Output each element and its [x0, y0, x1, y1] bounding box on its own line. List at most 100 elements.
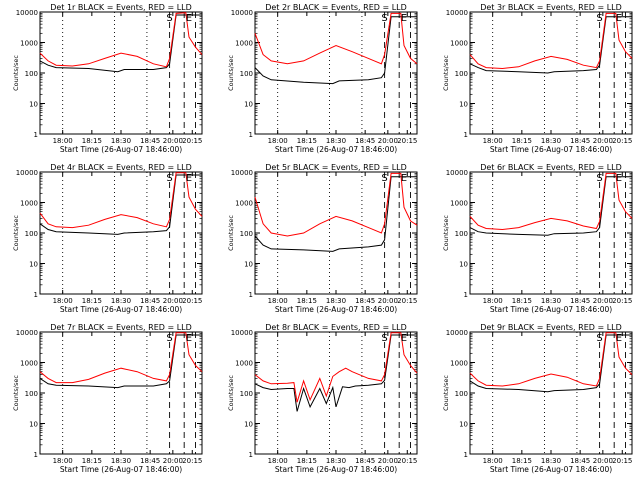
- y-tick-label: 1000: [235, 360, 253, 368]
- marker-label: S: [596, 13, 602, 24]
- marker-label: E: [616, 173, 622, 184]
- x-tick-label: 18:00: [53, 297, 73, 305]
- x-tick-label: 18:00: [483, 297, 503, 305]
- y-tick-label: 10: [459, 101, 468, 109]
- marker-label: S: [166, 173, 172, 184]
- x-tick-label: 18:00: [268, 137, 288, 145]
- y-tick-label: 10: [29, 261, 38, 269]
- y-axis-label: Counts/sec: [227, 215, 235, 251]
- y-axis-label: Counts/sec: [227, 375, 235, 411]
- y-tick-label: 10000: [16, 329, 38, 337]
- y-tick-label: 100: [25, 230, 38, 238]
- y-tick-label: 100: [240, 390, 253, 398]
- series-lld-line: [254, 12, 418, 65]
- y-tick-label: 10000: [446, 329, 468, 337]
- x-tick-label: 18:30: [111, 137, 131, 145]
- y-tick-label: 1: [464, 451, 468, 459]
- series-events-line: [469, 16, 632, 74]
- y-tick-label: 1000: [235, 200, 253, 208]
- panel-det-9: Det 9r BLACK = Events, RED = LLD 1 10 100 10…: [442, 323, 633, 474]
- y-tick-label: 1: [34, 451, 38, 459]
- y-axis-label: Counts/sec: [227, 55, 235, 91]
- y-tick-label: 100: [455, 70, 468, 78]
- x-tick-label: 20:00: [378, 137, 398, 145]
- panel-title: Det 4r BLACK = Events, RED = LLD: [50, 163, 192, 172]
- x-tick-label: 20:00: [378, 457, 398, 465]
- panel-det-1: Det 1r BLACK = Events, RED = LLD 1 10 100 10…: [12, 3, 203, 154]
- x-tick-label: 18:30: [541, 457, 561, 465]
- x-tick-label: 18:15: [512, 297, 532, 305]
- y-tick-label: 10000: [16, 9, 38, 17]
- x-tick-label: 18:45: [355, 297, 375, 305]
- y-tick-label: 10: [29, 421, 38, 429]
- series-lld-line: [39, 12, 203, 68]
- x-tick-label: 18:15: [82, 457, 102, 465]
- plot-frame: [254, 11, 418, 135]
- panel-title: Det 7r BLACK = Events, RED = LLD: [50, 323, 192, 332]
- panel-det-6: Det 6r BLACK = Events, RED = LLD 1 10 100 10…: [442, 163, 633, 314]
- series-events-line: [254, 16, 417, 85]
- y-axis-label: Counts/sec: [442, 55, 450, 91]
- series-lld-line: [469, 12, 633, 70]
- panel-title: Det 8r BLACK = Events, RED = LLD: [265, 323, 407, 332]
- x-tick-label: 18:00: [483, 137, 503, 145]
- y-tick-label: 1: [34, 291, 38, 299]
- y-axis-label: Counts/sec: [12, 55, 20, 91]
- y-tick-label: 1000: [20, 200, 38, 208]
- y-tick-label: 1000: [450, 40, 468, 48]
- x-tick-label: 20:00: [163, 137, 183, 145]
- y-tick-label: 1000: [235, 40, 253, 48]
- x-axis-label: Start Time (26-Aug-07 18:46:00): [275, 305, 397, 314]
- x-tick-label: 18:30: [111, 297, 131, 305]
- panel-det-5: Det 5r BLACK = Events, RED = LLD 1 10 100 10…: [227, 163, 418, 314]
- panel-title: Det 5r BLACK = Events, RED = LLD: [265, 163, 407, 172]
- x-tick-label: 18:15: [297, 297, 317, 305]
- x-axis-label: Start Time (26-Aug-07 18:46:00): [490, 465, 612, 474]
- y-tick-label: 10000: [16, 169, 38, 177]
- marker-label: E: [186, 173, 192, 184]
- y-tick-label: 10000: [231, 329, 253, 337]
- y-tick-label: 1000: [450, 360, 468, 368]
- x-tick-label: 20:15: [397, 297, 417, 305]
- y-tick-label: 100: [25, 390, 38, 398]
- x-tick-label: 18:15: [512, 137, 532, 145]
- y-axis-label: Counts/sec: [12, 215, 20, 251]
- x-axis-label: Start Time (26-Aug-07 18:46:00): [490, 305, 612, 314]
- plot-frame: [39, 171, 203, 295]
- series-lld-line: [254, 172, 418, 237]
- y-tick-label: 1000: [20, 360, 38, 368]
- marker-label: S: [596, 333, 602, 344]
- y-tick-label: 1: [464, 291, 468, 299]
- panel-title: Det 2r BLACK = Events, RED = LLD: [265, 3, 407, 12]
- panel-det-7: Det 7r BLACK = Events, RED = LLD 1 10 100 10…: [12, 323, 203, 474]
- y-axis-label: Counts/sec: [442, 215, 450, 251]
- plot-frame: [39, 331, 203, 455]
- x-tick-label: 18:15: [297, 457, 317, 465]
- y-tick-label: 100: [240, 70, 253, 78]
- y-tick-label: 10: [29, 101, 38, 109]
- x-tick-label: 18:15: [82, 297, 102, 305]
- x-tick-label: 20:15: [397, 457, 417, 465]
- y-tick-label: 10: [459, 421, 468, 429]
- x-tick-label: 18:15: [82, 137, 102, 145]
- marker-label: E: [616, 13, 622, 24]
- marker-label: S: [166, 13, 172, 24]
- marker-label: E: [401, 173, 407, 184]
- marker-label: S: [166, 333, 172, 344]
- x-tick-label: 18:00: [268, 457, 288, 465]
- x-tick-label: 18:45: [140, 457, 160, 465]
- x-tick-label: 20:00: [378, 297, 398, 305]
- y-tick-label: 100: [455, 390, 468, 398]
- marker-label: E: [616, 333, 622, 344]
- series-events-line: [39, 174, 202, 235]
- x-tick-label: 18:30: [541, 137, 561, 145]
- x-axis-label: Start Time (26-Aug-07 18:46:00): [60, 465, 182, 474]
- marker-label: S: [381, 13, 387, 24]
- x-tick-label: 20:15: [182, 297, 202, 305]
- series-lld-line: [39, 332, 203, 384]
- series-events-line: [39, 334, 202, 389]
- y-tick-label: 1: [464, 131, 468, 139]
- x-tick-label: 20:15: [182, 457, 202, 465]
- x-axis-label: Start Time (26-Aug-07 18:46:00): [490, 145, 612, 154]
- series-lld-line: [469, 172, 633, 231]
